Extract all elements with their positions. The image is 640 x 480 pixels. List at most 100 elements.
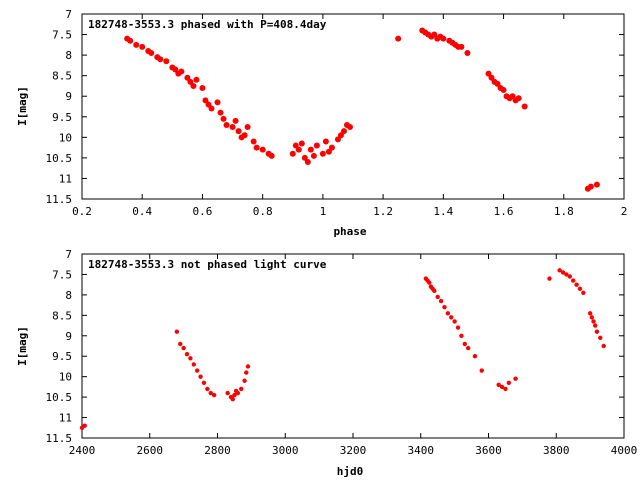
phased-x-tick-label: 1 [320, 205, 327, 218]
phased-data-point [295, 146, 302, 153]
unphased-data-point [564, 272, 569, 277]
phased-y-tick-label: 7.5 [52, 29, 72, 42]
unphased-plot-frame [81, 253, 625, 439]
phased-data-point [334, 136, 341, 143]
phased-data-point [259, 146, 266, 153]
phased-y-ticks: 7 7.5 8 8.5 9 9.5 10 10.5 11 11.5 [46, 8, 624, 206]
phased-data-point [304, 159, 311, 165]
phased-data-point [244, 124, 251, 131]
phased-y-tick-label: 8 [65, 49, 72, 62]
unphased-data-point [496, 382, 501, 388]
phased-y-tick-label: 11 [59, 172, 72, 185]
unphased-data-point [242, 378, 247, 383]
unphased-x-tick-label: 2600 [137, 444, 164, 457]
phased-data-point [127, 37, 134, 44]
unphased-x-ticks: 2400 2600 2800 3000 3200 3400 3600 3800 4000 [69, 254, 637, 457]
phased-data-point [328, 144, 335, 151]
phased-plot-frame [81, 13, 625, 200]
phased-data-point [458, 43, 465, 50]
unphased-y-ticks: 7 7.5 8 8.5 9 9.5 10 10.5 11 11.5 [46, 248, 624, 445]
unphased-data-point [82, 423, 87, 428]
unphased-x-axis-label: hjd0 [337, 465, 364, 478]
phased-data-point [190, 82, 197, 89]
unphased-data-point [427, 280, 432, 285]
unphased-data-point [191, 362, 196, 367]
unphased-y-tick-label: 8.5 [52, 309, 72, 322]
unphased-data-point [452, 319, 457, 324]
phased-x-tick-label: 0.4 [132, 205, 152, 218]
phased-chart-panel: 0.2 0.4 0.6 0.8 1 1.2 1.4 1.6 1.8 2 7 7.5 8 8.5 9 9.5 1… [16, 8, 627, 238]
unphased-y-tick-label: 7.5 [52, 268, 72, 281]
phased-data-point [587, 183, 594, 190]
unphased-x-tick-label: 3800 [543, 444, 570, 457]
unphased-data-point [449, 315, 454, 320]
phased-data-point [593, 181, 600, 188]
phased-data-point [485, 70, 492, 77]
unphased-data-point [557, 268, 562, 273]
unphased-y-tick-label: 9.5 [52, 350, 72, 363]
phased-data-point [232, 117, 239, 124]
unphased-data-point [499, 384, 505, 390]
unphased-data-point [455, 325, 461, 330]
unphased-y-axis-label: I[mag] [16, 326, 29, 366]
phased-data-point [292, 142, 299, 149]
phased-y-tick-label: 7 [65, 8, 72, 21]
phased-data-point [268, 152, 275, 159]
phased-data-point [431, 31, 438, 38]
unphased-data-point [432, 288, 437, 293]
phased-y-tick-label: 9.5 [52, 111, 72, 124]
phased-data-point [148, 50, 155, 57]
unphased-data-point [232, 392, 237, 398]
phased-data-point [214, 99, 221, 106]
unphased-chart-panel: 2400 2600 2800 3000 3200 3400 3600 3800 4000 7 7.… [16, 248, 637, 478]
phased-data-point [178, 68, 185, 75]
phased-data-point [325, 148, 332, 155]
phased-data-point [163, 58, 170, 65]
unphased-data-point [598, 335, 603, 341]
phased-data-point [202, 97, 209, 104]
phased-y-axis-label: I[mag] [16, 86, 29, 126]
phased-data-point [184, 74, 191, 81]
phased-x-tick-label: 1.6 [494, 205, 514, 218]
unphased-x-tick-label: 2800 [204, 444, 231, 457]
phased-data-point [223, 122, 230, 128]
phased-y-tick-label: 11.5 [46, 193, 73, 206]
unphased-x-tick-label: 3000 [272, 444, 299, 457]
unphased-data-point [587, 311, 593, 316]
phased-data-point [157, 56, 164, 63]
unphased-data-point [591, 319, 596, 324]
unphased-data-point [581, 290, 586, 296]
unphased-data-point [513, 376, 518, 381]
phased-y-tick-label: 8.5 [52, 70, 72, 83]
unphased-y-tick-label: 9 [65, 330, 72, 343]
unphased-data-point [547, 276, 552, 281]
phased-data-point [208, 105, 215, 112]
unphased-x-tick-label: 3600 [475, 444, 502, 457]
phased-data-point [229, 124, 236, 131]
phased-data-point [488, 74, 495, 81]
unphased-data-point [442, 304, 447, 310]
phased-y-tick-label: 9 [65, 90, 72, 103]
phased-data-point [205, 101, 212, 108]
unphased-data-point [445, 311, 451, 316]
phased-chart-title: 182748-3553.3 phased with P=408.4day [88, 18, 327, 31]
phased-data-point [509, 93, 516, 100]
unphased-data-point [506, 380, 512, 385]
phased-data-point [310, 152, 317, 159]
phased-data-point [440, 35, 447, 42]
unphased-data-point [244, 370, 249, 375]
unphased-data-point [462, 341, 467, 347]
unphased-data-point [465, 345, 471, 351]
phased-data-point [187, 78, 194, 85]
phased-data-point [298, 140, 305, 147]
unphased-y-tick-label: 8 [65, 289, 72, 302]
phased-x-tick-label: 0.6 [193, 205, 213, 218]
unphased-data-point [574, 282, 579, 287]
phased-data-point [172, 66, 179, 73]
phased-x-tick-label: 0.8 [253, 205, 273, 218]
phased-data-point [500, 87, 507, 94]
unphased-data-point [577, 286, 583, 291]
unphased-data-point [211, 392, 217, 398]
phased-x-tick-label: 1.4 [433, 205, 453, 218]
